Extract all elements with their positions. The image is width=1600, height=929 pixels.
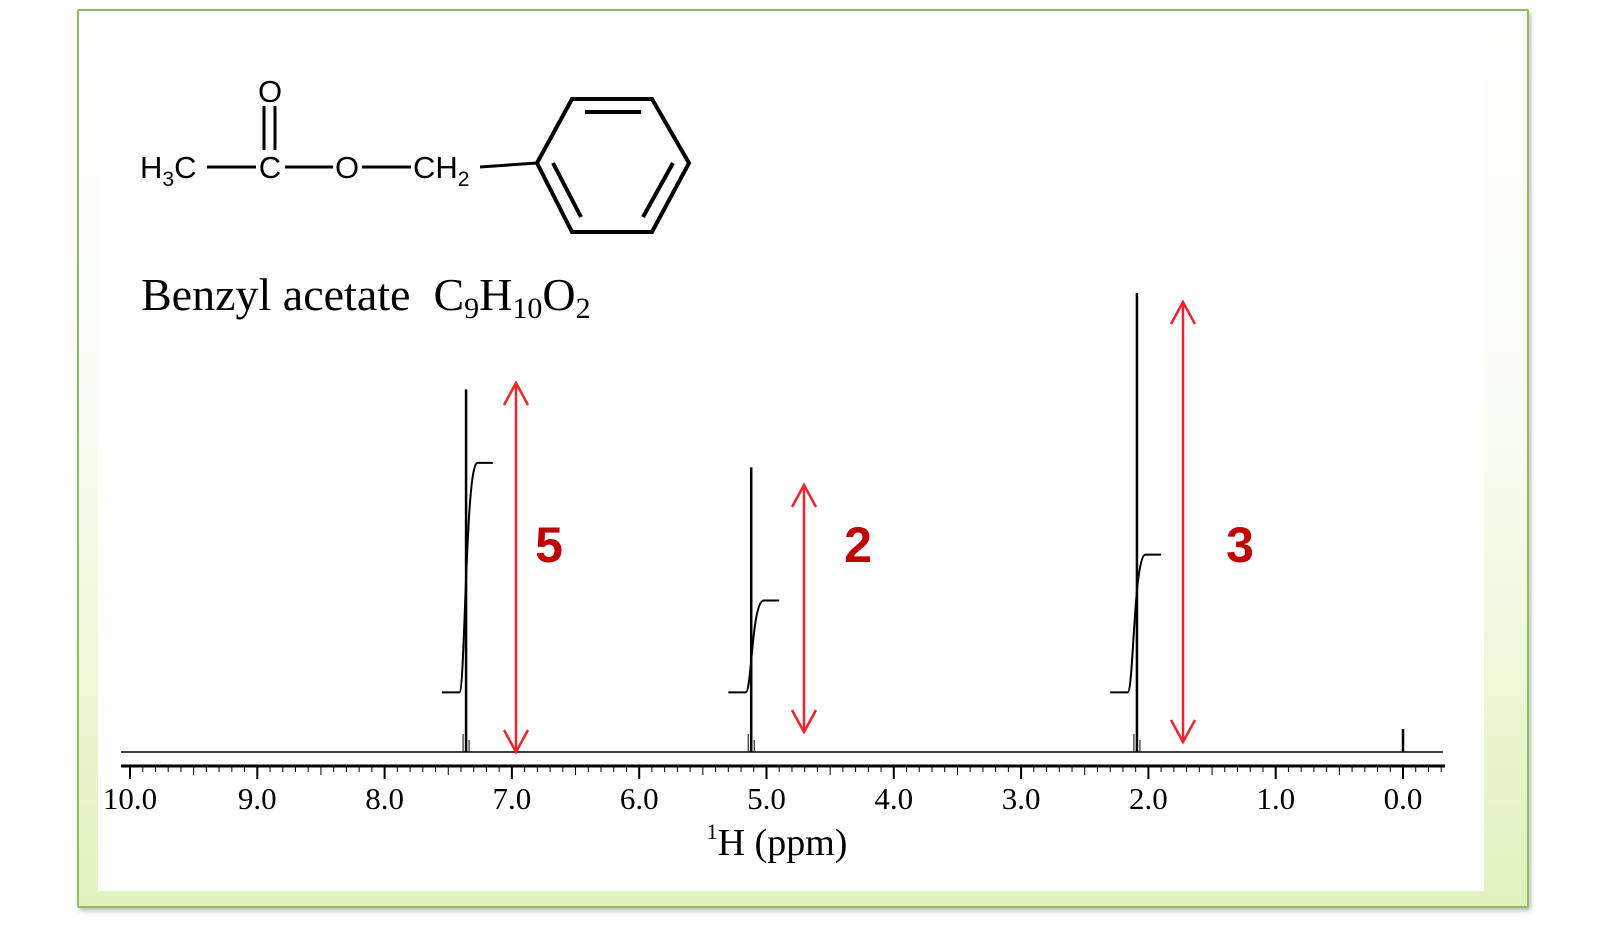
atom-methyl-h: H3C	[140, 150, 196, 191]
integral-label-3: 3	[1226, 517, 1254, 573]
arrow-head-top	[502, 380, 530, 406]
integral-curve-5	[441, 461, 493, 694]
x-tick-label: 10.0	[103, 781, 157, 816]
figure-panel	[98, 38, 1484, 891]
x-tick-label: 9.0	[238, 781, 277, 816]
arrow-head-bottom	[1169, 719, 1197, 745]
benzene-ring	[534, 97, 692, 234]
integral-label-2: 2	[844, 517, 872, 573]
atom-methylene: CH2	[413, 150, 469, 191]
x-tick-label: 4.0	[874, 781, 913, 816]
x-tick-label: 7.0	[493, 781, 532, 816]
atom-ester-oxygen: O	[335, 150, 359, 185]
arrow-head-top	[790, 482, 818, 508]
molecule-name: Benzyl acetate	[141, 269, 411, 320]
x-tick-label: 3.0	[1002, 781, 1041, 816]
x-tick-label: 5.0	[747, 781, 786, 816]
arrow-head-top	[1169, 299, 1197, 325]
x-axis-label: 1H (ppm)	[707, 819, 848, 864]
integral-label-5: 5	[535, 517, 563, 573]
atom-carbonyl-carbon: C	[259, 150, 281, 185]
integral-curve-2	[728, 599, 780, 694]
x-tick-label: 8.0	[365, 781, 404, 816]
x-tick-label: 6.0	[620, 781, 659, 816]
molecule-structure: O H3C C O CH2	[140, 74, 692, 234]
nmr-spectrum-plot: 5 2 3 10.0 9.0 8.0 7.0 6.0 5.0 4.0 3.0 2.0 1.0 0.0 1H …	[103, 293, 1445, 864]
atom-carbonyl-oxygen: O	[258, 74, 282, 109]
x-tick-label: 0.0	[1384, 781, 1423, 816]
molecule-caption: Benzyl acetate C9H10O2	[141, 269, 591, 325]
integral-curve-3	[1110, 553, 1162, 694]
x-tick-label: 2.0	[1129, 781, 1168, 816]
arrow-head-bottom	[502, 729, 530, 755]
x-tick-label: 1.0	[1256, 781, 1295, 816]
arrow-head-bottom	[790, 709, 818, 735]
